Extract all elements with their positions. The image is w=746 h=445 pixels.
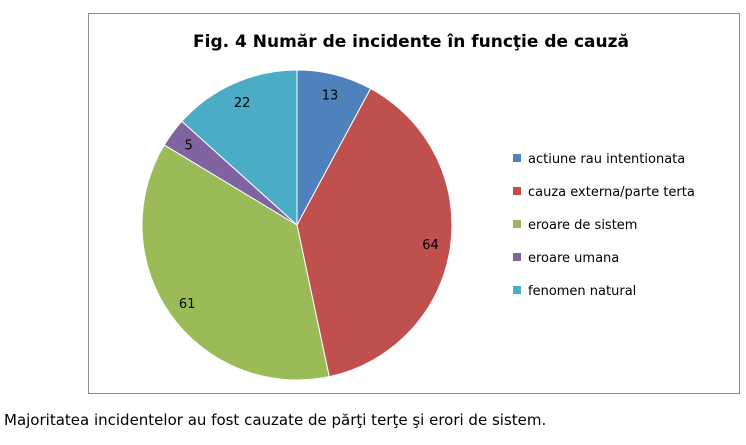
pie-slice-fenomen-natural: [181, 69, 298, 227]
legend-entry-label: eroare de sistem: [528, 218, 637, 233]
chart-frame: Fig. 4 Număr de incidente în funcţie de …: [88, 13, 740, 394]
legend-entry-label: eroare umana: [528, 251, 619, 266]
legend-entry-label: fenomen natural: [528, 284, 636, 299]
pie-slice-value-label: 22: [234, 96, 251, 111]
pie-slice-value-label: 5: [185, 139, 193, 154]
pie-slice-eroare-de-sistem: [141, 144, 330, 381]
pie-chart: Fig. 4 Număr de incidente în funcţie de …: [141, 32, 695, 381]
legend-entry-label: cauza externa/parte terta: [528, 185, 695, 200]
pie-slices: [141, 69, 453, 381]
chart-title: Fig. 4 Număr de incidente în funcţie de …: [193, 32, 629, 52]
figure-caption: Majoritatea incidentelor au fost cauzate…: [4, 411, 547, 429]
legend-swatch: [513, 286, 521, 294]
legend-swatch: [513, 187, 521, 195]
legend-swatch: [513, 220, 521, 228]
legend-swatch: [513, 154, 521, 162]
pie-slice-value-label: 64: [422, 238, 439, 253]
pie-slice-cauza-externa-parte-terta: [296, 87, 453, 378]
chart-legend: actiune rau intentionata cauza externa/pa…: [513, 152, 695, 299]
legend-swatch: [513, 253, 521, 261]
pie-slice-value-label: 13: [322, 88, 339, 103]
pie-slice-labels: 13 64 61 5 22: [179, 88, 439, 312]
legend-entry-label: actiune rau intentionata: [528, 152, 685, 167]
pie-slice-value-label: 61: [179, 297, 196, 312]
